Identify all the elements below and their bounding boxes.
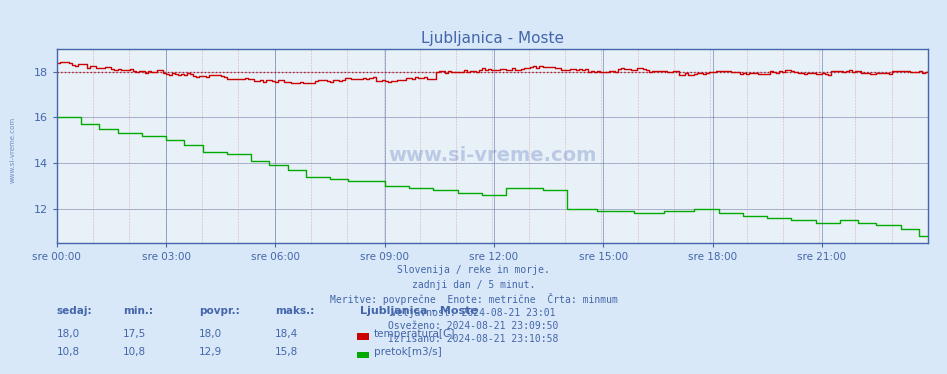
Text: Slovenija / reke in morje.: Slovenija / reke in morje. (397, 265, 550, 275)
Text: www.si-vreme.com: www.si-vreme.com (9, 117, 15, 183)
Text: zadnji dan / 5 minut.: zadnji dan / 5 minut. (412, 280, 535, 290)
Text: 18,0: 18,0 (199, 329, 222, 338)
Text: 10,8: 10,8 (57, 347, 80, 357)
Text: Meritve: povprečne  Enote: metrične  Črta: minmum: Meritve: povprečne Enote: metrične Črta:… (330, 293, 617, 305)
Text: www.si-vreme.com: www.si-vreme.com (388, 146, 597, 165)
Text: 18,4: 18,4 (275, 329, 298, 338)
Text: Osveženo: 2024-08-21 23:09:50: Osveženo: 2024-08-21 23:09:50 (388, 321, 559, 331)
Text: 17,5: 17,5 (123, 329, 147, 338)
Text: Izrisano: 2024-08-21 23:10:58: Izrisano: 2024-08-21 23:10:58 (388, 334, 559, 344)
Text: min.:: min.: (123, 306, 153, 316)
Text: 12,9: 12,9 (199, 347, 223, 357)
Title: Ljubljanica - Moste: Ljubljanica - Moste (420, 31, 564, 46)
Text: sedaj:: sedaj: (57, 306, 93, 316)
Text: povpr.:: povpr.: (199, 306, 240, 316)
Text: temperatura[C]: temperatura[C] (374, 329, 456, 338)
Text: 18,0: 18,0 (57, 329, 80, 338)
Text: Veljavnost: 2024-08-21 23:01: Veljavnost: 2024-08-21 23:01 (391, 308, 556, 318)
Text: pretok[m3/s]: pretok[m3/s] (374, 347, 442, 357)
Text: 10,8: 10,8 (123, 347, 146, 357)
Text: Ljubljanica - Moste: Ljubljanica - Moste (360, 306, 477, 316)
Text: 15,8: 15,8 (275, 347, 298, 357)
Text: maks.:: maks.: (275, 306, 313, 316)
